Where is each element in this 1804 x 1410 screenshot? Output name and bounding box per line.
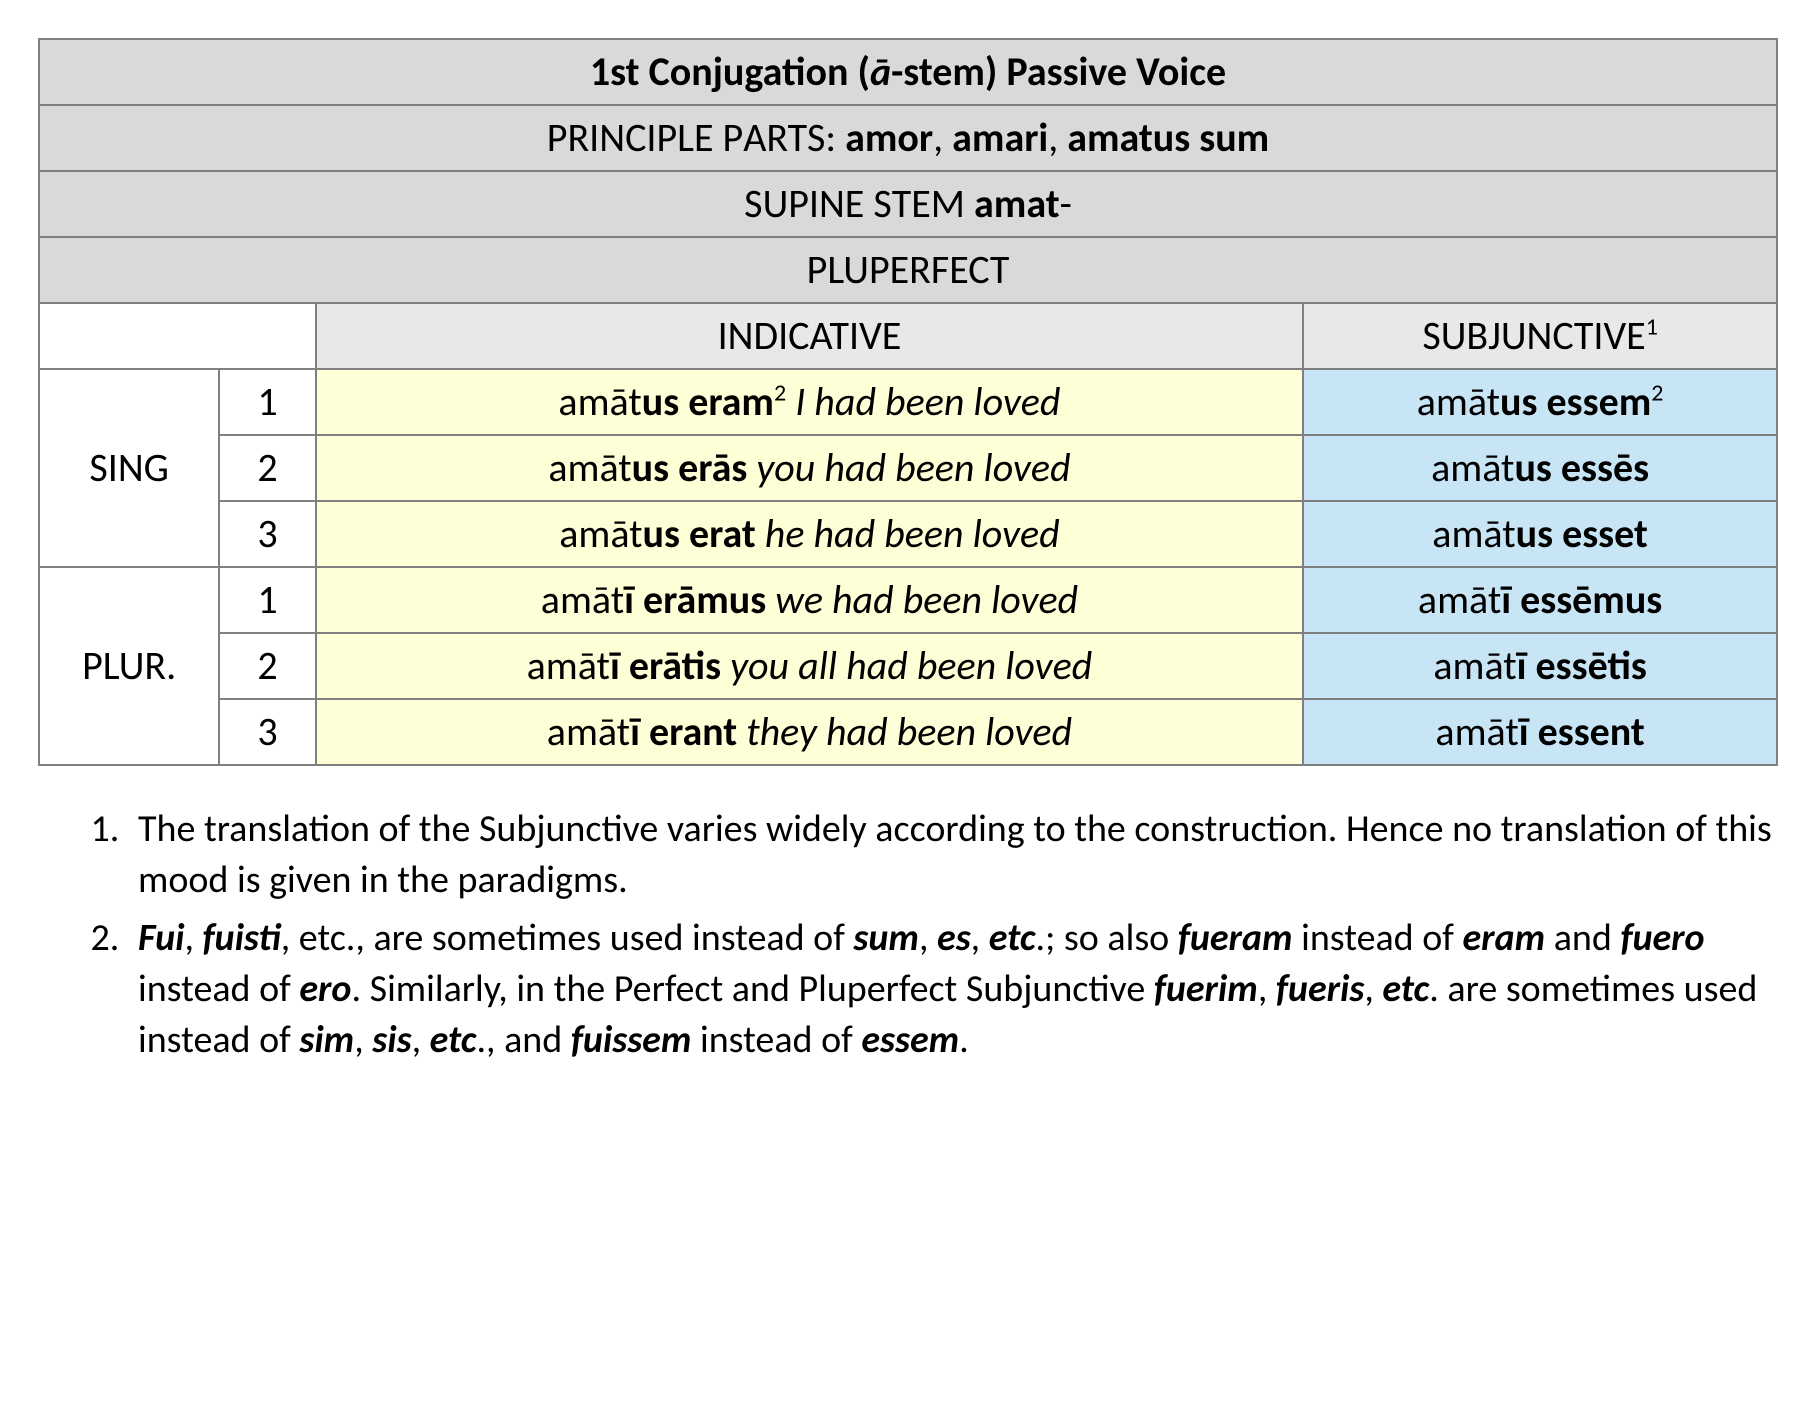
subjunctive-cell: amātī essētis: [1303, 633, 1777, 699]
row-sing-1: SING 1 amātus eram2 I had been loved amā…: [39, 369, 1777, 435]
row-plur-2: 2 amātī erātis you all had been loved am…: [39, 633, 1777, 699]
indicative-cell: amātī erāmus we had been loved: [316, 567, 1303, 633]
person-num: 2: [219, 435, 315, 501]
indicative-header: INDICATIVE: [316, 303, 1303, 369]
footnote-2: Fui, fuisti, etc., are sometimes used in…: [128, 913, 1782, 1067]
row-plur-1: PLUR. 1 amātī erāmus we had been loved a…: [39, 567, 1777, 633]
subjunctive-cell: amātus essēs: [1303, 435, 1777, 501]
subjunctive-cell: amātī essēmus: [1303, 567, 1777, 633]
stem-row: SUPINE STEM amat-: [39, 171, 1777, 237]
conjugation-table: 1st Conjugation (ā-stem) Passive Voice P…: [38, 38, 1778, 766]
indicative-cell: amātus erās you had been loved: [316, 435, 1303, 501]
title-stem: ā: [870, 47, 891, 96]
blank-header: [39, 303, 316, 369]
indicative-cell: amātus eram2 I had been loved: [316, 369, 1303, 435]
tense-row: PLUPERFECT: [39, 237, 1777, 303]
title-row: 1st Conjugation (ā-stem) Passive Voice: [39, 39, 1777, 105]
title-post: -stem) Passive Voice: [891, 47, 1226, 96]
subjunctive-cell: amātus esset: [1303, 501, 1777, 567]
row-sing-2: 2 amātus erās you had been loved amātus …: [39, 435, 1777, 501]
indicative-cell: amātus erat he had been loved: [316, 501, 1303, 567]
indicative-cell: amātī erant they had been loved: [316, 699, 1303, 765]
row-plur-3: 3 amātī erant they had been loved amātī …: [39, 699, 1777, 765]
person-num: 3: [219, 699, 315, 765]
indicative-cell: amātī erātis you all had been loved: [316, 633, 1303, 699]
person-num: 1: [219, 369, 315, 435]
person-num: 3: [219, 501, 315, 567]
principal-parts-row: PRINCIPLE PARTS: amor, amari, amatus sum: [39, 105, 1777, 171]
pp-3: amatus sum: [1067, 113, 1269, 162]
person-num: 2: [219, 633, 315, 699]
subjunctive-cell: amātus essem2: [1303, 369, 1777, 435]
pp-1: amor: [845, 113, 933, 162]
sing-label: SING: [39, 369, 219, 567]
title-pre: 1st Conjugation (: [590, 47, 870, 96]
plur-label: PLUR.: [39, 567, 219, 765]
footnote-1: The translation of the Subjunctive varie…: [128, 804, 1782, 907]
stem-value: amat: [974, 179, 1060, 228]
subjunctive-cell: amātī essent: [1303, 699, 1777, 765]
subjunctive-header: SUBJUNCTIVE1: [1303, 303, 1777, 369]
pp-2: amari: [952, 113, 1048, 162]
footnotes: The translation of the Subjunctive varie…: [38, 804, 1782, 1066]
person-num: 1: [219, 567, 315, 633]
row-sing-3: 3 amātus erat he had been loved amātus e…: [39, 501, 1777, 567]
